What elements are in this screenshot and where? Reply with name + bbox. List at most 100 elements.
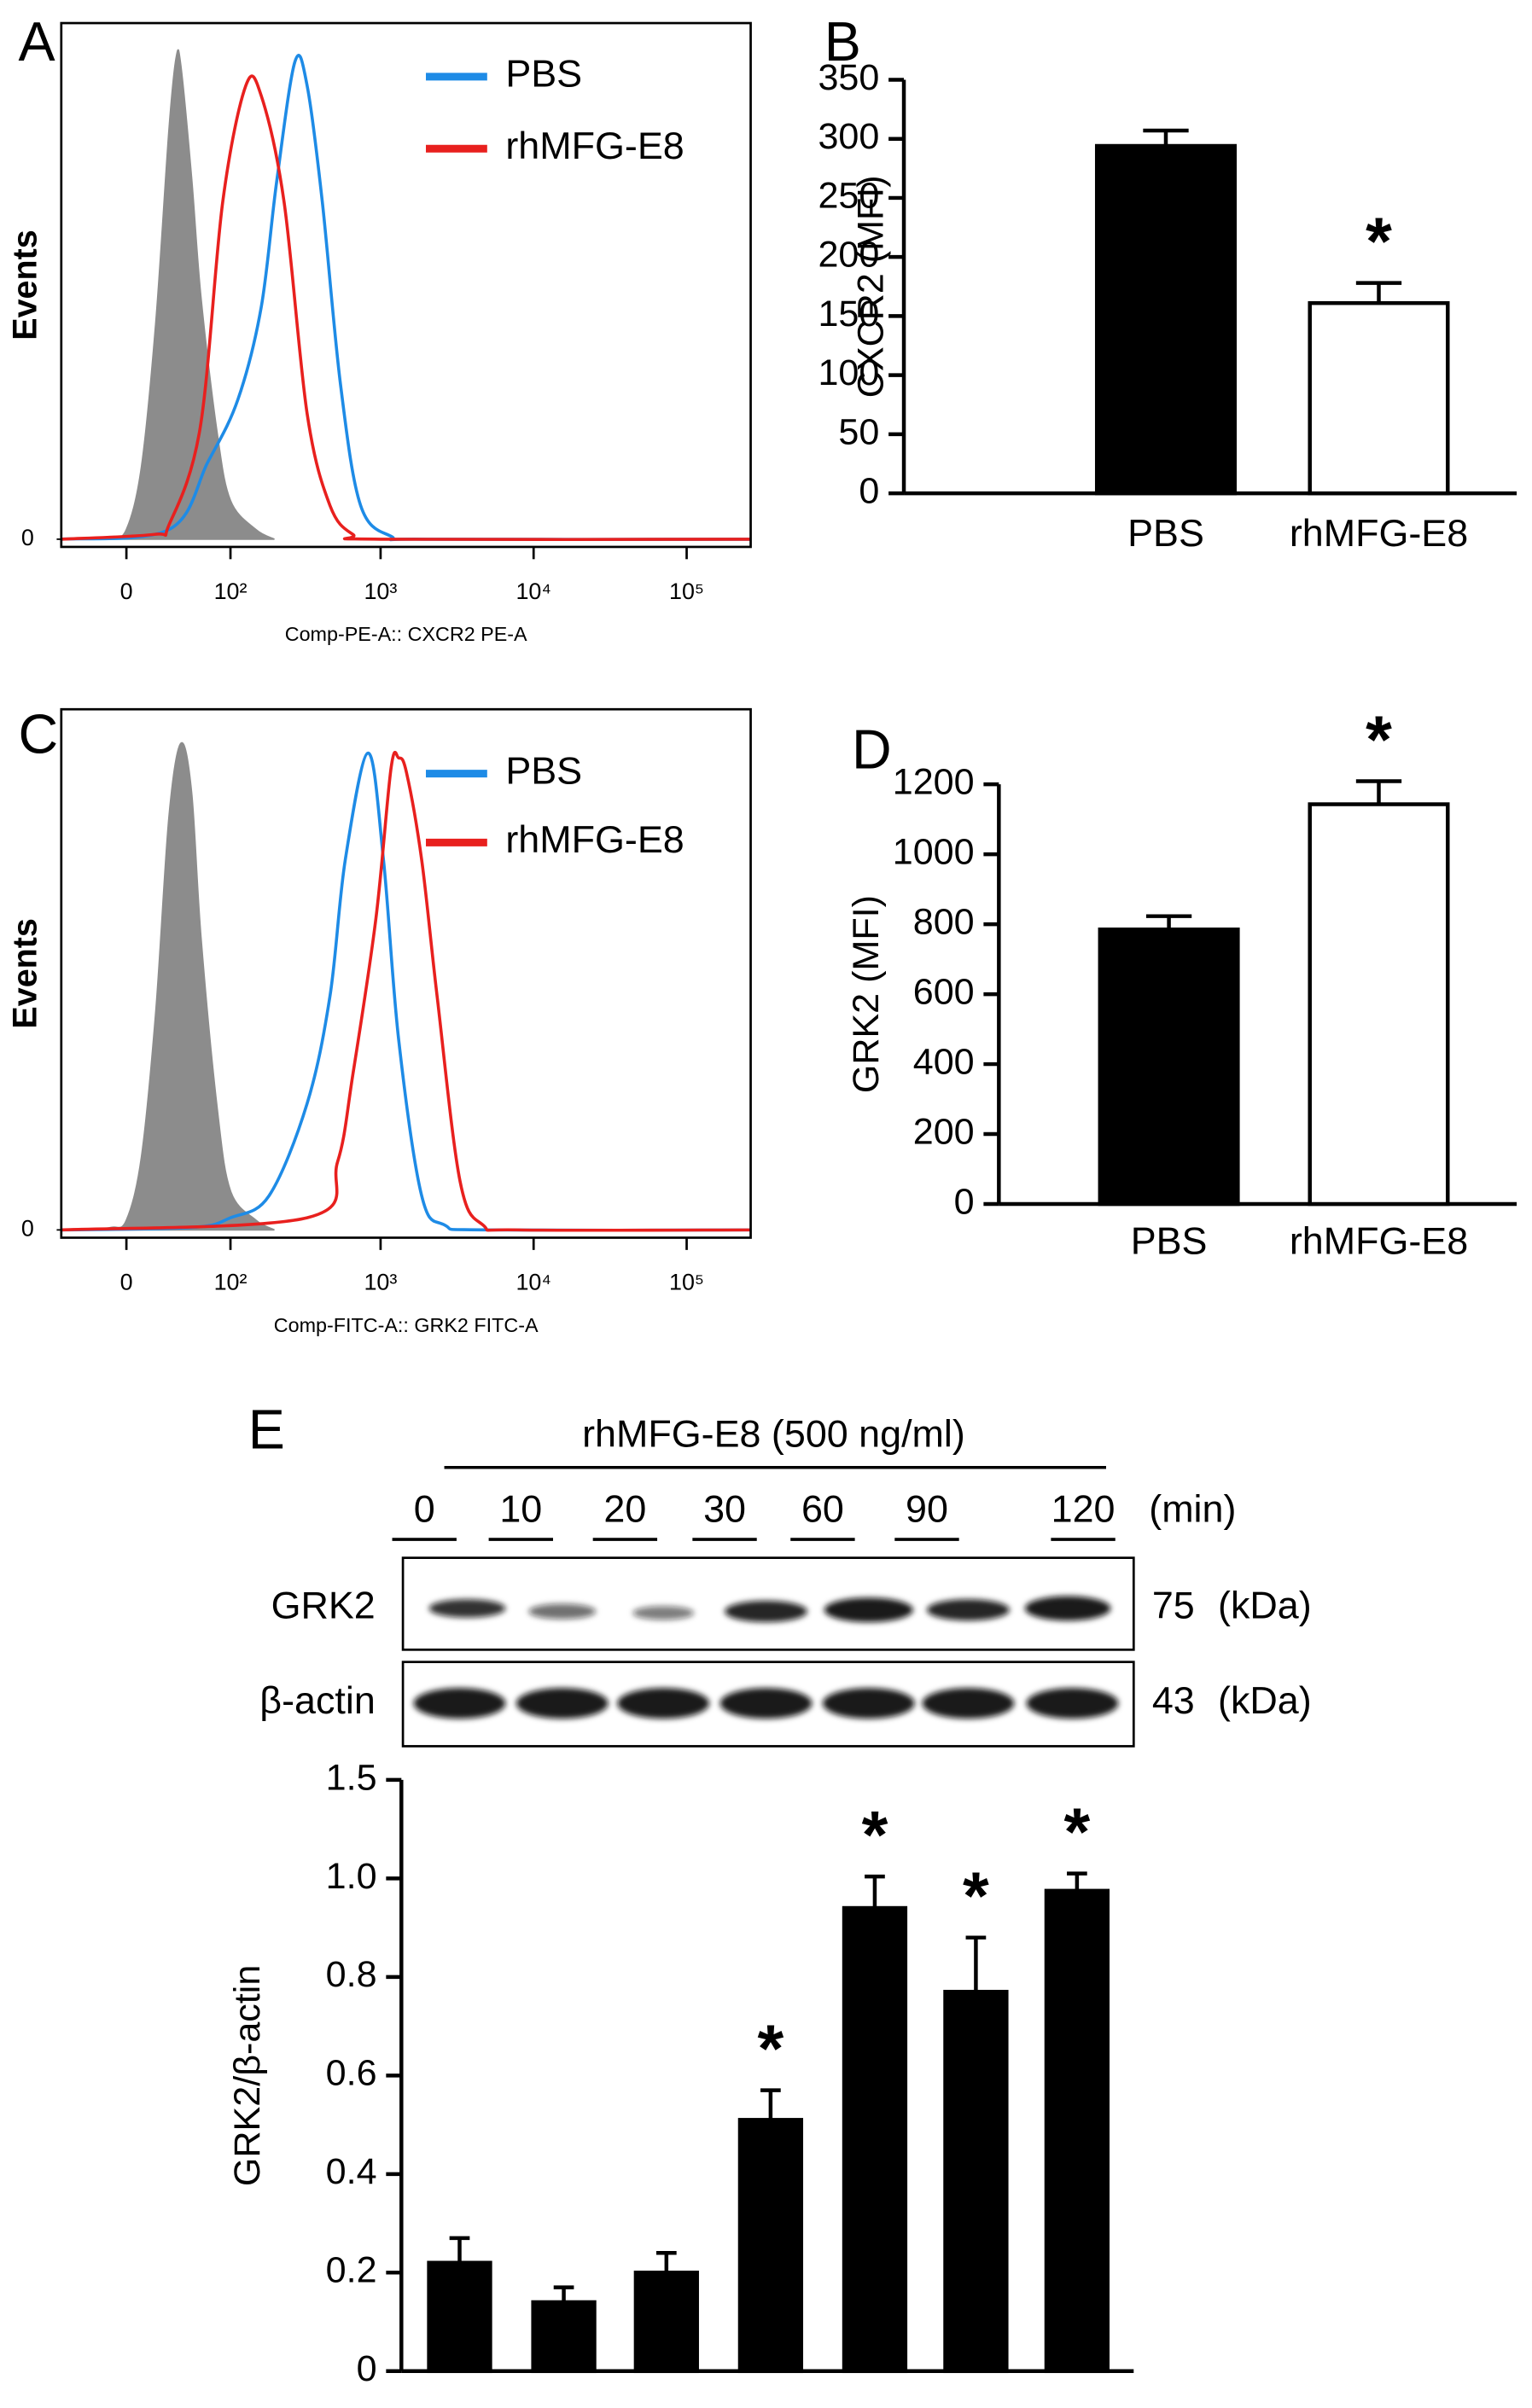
- y-tick-label: 1.5: [326, 1757, 377, 1798]
- y-tick-label: 600: [913, 971, 975, 1012]
- bar: [427, 2260, 492, 2374]
- legend-label: rhMFG-E8: [505, 124, 684, 167]
- error-bar: [553, 2285, 574, 2302]
- band: [822, 1688, 915, 1719]
- blot-row-size: 43: [1152, 1678, 1195, 1722]
- error-bar: [1143, 128, 1189, 147]
- x-tick-label: 10²: [214, 579, 248, 604]
- plot-frame: [60, 707, 752, 1239]
- legend-label: PBS: [505, 52, 582, 96]
- legend-label: rhMFG-E8: [505, 817, 684, 861]
- blot-bands: [413, 1596, 1119, 1719]
- x-tick-label: 10²: [214, 1269, 248, 1294]
- significance-mark: *: [963, 1858, 989, 1934]
- band: [1026, 1688, 1119, 1719]
- band: [528, 1603, 597, 1620]
- error-bar: [865, 1874, 885, 1909]
- y-tick-label: 200: [818, 235, 879, 276]
- x-tick-label: 10⁵: [669, 579, 704, 604]
- significance-mark: *: [758, 2011, 784, 2086]
- x-tick-label: 0: [120, 1269, 133, 1294]
- bar: [1098, 928, 1240, 1207]
- band: [617, 1688, 710, 1719]
- error-bar: [1067, 1871, 1087, 1891]
- x-tick-label: 90: [906, 1487, 948, 1531]
- error-bar: [1355, 281, 1402, 304]
- bar: [1094, 143, 1238, 496]
- blot-treatment: rhMFG-E8 (500 ng/ml): [582, 1412, 965, 1456]
- panel-letter: B: [824, 11, 861, 73]
- plot-frame: [60, 21, 752, 549]
- panel-letter: D: [852, 718, 892, 780]
- x-tick-label: 10⁴: [516, 579, 551, 604]
- histogram-line: [61, 74, 751, 542]
- blot: rhMFG-E8 (500 ng/ml) (min) GRK2 75 (kDa)…: [259, 1412, 1312, 1748]
- y-tick-label: 800: [913, 901, 975, 942]
- histogram-area: [84, 742, 275, 1231]
- y-tick-label: 0: [954, 1181, 975, 1222]
- x-tick-label: 0: [120, 579, 133, 604]
- x-tick-label: 10³: [364, 579, 397, 604]
- x-tick-label: PBS: [1131, 1219, 1208, 1263]
- y-tick-label: 1.0: [326, 1856, 377, 1897]
- x-axis-label: Comp-PE-A:: CXCR2 PE-A: [285, 623, 527, 645]
- y-tick-label: 1000: [893, 832, 975, 873]
- histogram-line: [61, 751, 751, 1232]
- y-axis-label: GRK2 (MFI): [846, 895, 887, 1093]
- y-tick-label: 200: [913, 1111, 975, 1152]
- band: [428, 1599, 506, 1618]
- significance-mark: *: [1366, 702, 1392, 777]
- significance-mark: *: [1064, 1794, 1091, 1870]
- bar: [1308, 802, 1450, 1207]
- y-tick-label: 0.4: [326, 2151, 377, 2192]
- x-tick-label: PBS: [1127, 511, 1204, 555]
- band: [824, 1597, 913, 1623]
- y-tick-label: 0.8: [326, 1954, 377, 1995]
- bar: [1308, 300, 1450, 496]
- x-tick-label: rhMFG-E8: [1290, 511, 1468, 555]
- blot-row-label: β-actin: [259, 1678, 376, 1722]
- band: [413, 1688, 506, 1719]
- x-tick-label: 0: [414, 1487, 435, 1531]
- x-axis-label: Comp-FITC-A:: GRK2 FITC-A: [274, 1314, 539, 1336]
- error-bar: [965, 1935, 987, 1992]
- band: [725, 1600, 807, 1623]
- y-tick-label: 0: [21, 525, 34, 550]
- band: [516, 1688, 609, 1719]
- y-tick-label: 0.2: [326, 2250, 377, 2291]
- blot-row-label: GRK2: [271, 1584, 376, 1627]
- x-tick-label: 10⁴: [516, 1269, 551, 1294]
- bar: [943, 1989, 1009, 2374]
- y-axis-label: GRK2/β-actin: [227, 1965, 268, 2186]
- band: [1024, 1596, 1111, 1621]
- panel-letter: E: [248, 1399, 285, 1460]
- y-tick-label: 0.6: [326, 2053, 377, 2094]
- error-bar: [1355, 779, 1402, 805]
- x-tick-label: 10: [499, 1487, 542, 1531]
- y-tick-label: 0: [21, 1215, 34, 1241]
- x-tick-label: 10³: [364, 1269, 397, 1294]
- significance-mark: *: [862, 1798, 888, 1873]
- y-axis-label: Events: [7, 230, 44, 340]
- error-bar: [449, 2236, 470, 2263]
- y-tick-label: 0: [357, 2348, 377, 2389]
- bar: [531, 2300, 597, 2374]
- bar: [842, 1905, 908, 2374]
- panel-letter: C: [19, 703, 59, 765]
- y-tick-label: 50: [838, 411, 879, 452]
- y-tick-label: 350: [818, 57, 879, 98]
- bar: [633, 2271, 699, 2374]
- y-tick-label: 250: [818, 175, 879, 216]
- histogram-area: [84, 49, 275, 540]
- x-tick-label: 10⁵: [669, 1269, 704, 1294]
- band: [926, 1599, 1010, 1621]
- y-tick-label: 150: [818, 294, 879, 334]
- blot-row-unit: (kDa): [1218, 1678, 1312, 1722]
- x-tick-label: 20: [603, 1487, 646, 1531]
- blot-row-unit: (kDa): [1218, 1584, 1312, 1627]
- error-bar: [1145, 914, 1192, 930]
- y-tick-label: 400: [913, 1041, 975, 1082]
- band: [719, 1688, 813, 1719]
